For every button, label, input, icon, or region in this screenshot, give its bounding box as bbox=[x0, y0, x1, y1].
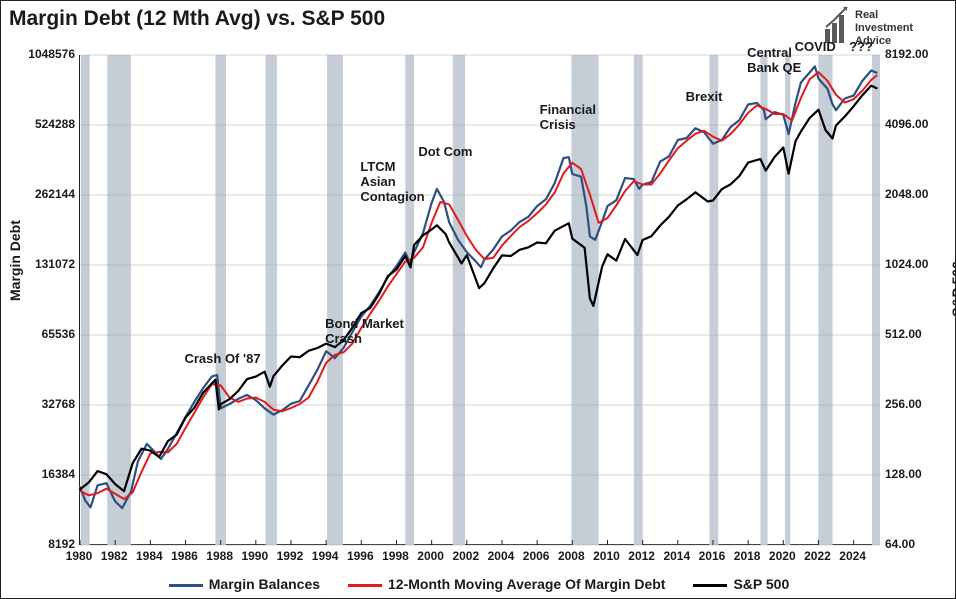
annotation: Crash Of '87 bbox=[184, 352, 260, 367]
annotation: Bond Market Crash bbox=[325, 317, 404, 347]
legend: Margin Balances 12-Month Moving Average … bbox=[79, 572, 879, 596]
x-tick: 2014 bbox=[662, 549, 692, 563]
annotation: Central Bank QE bbox=[747, 46, 801, 76]
x-tick: 2022 bbox=[802, 549, 832, 563]
x-tick: 2006 bbox=[521, 549, 551, 563]
y-tick-left: 262144 bbox=[15, 187, 75, 201]
y-tick-right: 2048.00 bbox=[885, 187, 945, 201]
y-tick-right: 1024.00 bbox=[885, 257, 945, 271]
x-tick: 1994 bbox=[310, 549, 340, 563]
x-tick: 2010 bbox=[591, 549, 621, 563]
annotation: ??? bbox=[849, 40, 873, 55]
y-tick-left: 16384 bbox=[15, 467, 75, 481]
brand-logo: Real Investment Advice bbox=[823, 5, 943, 51]
y-tick-right: 8192.00 bbox=[885, 47, 945, 61]
x-tick: 2000 bbox=[416, 549, 446, 563]
annotation: LTCM Asian Contagion bbox=[360, 160, 424, 205]
legend-item-margin-balances: Margin Balances bbox=[169, 576, 320, 592]
x-tick: 2008 bbox=[556, 549, 586, 563]
y-tick-left: 1048576 bbox=[15, 47, 75, 61]
x-tick: 2012 bbox=[627, 549, 657, 563]
y-tick-left: 65536 bbox=[15, 327, 75, 341]
plot-area bbox=[79, 55, 879, 545]
x-tick: 1982 bbox=[99, 549, 129, 563]
x-tick: 2004 bbox=[486, 549, 516, 563]
y-tick-right: 4096.00 bbox=[885, 117, 945, 131]
y-tick-right: 512.00 bbox=[885, 327, 945, 341]
y-tick-right: 64.00 bbox=[885, 537, 945, 551]
x-tick: 2024 bbox=[838, 549, 868, 563]
y-tick-left: 131072 bbox=[15, 257, 75, 271]
legend-item-sp500: S&P 500 bbox=[693, 576, 789, 592]
x-tick: 2002 bbox=[451, 549, 481, 563]
annotation: COVID bbox=[795, 40, 836, 55]
y-tick-left: 32768 bbox=[15, 397, 75, 411]
x-tick: 1990 bbox=[240, 549, 270, 563]
x-tick: 2020 bbox=[767, 549, 797, 563]
x-tick: 1986 bbox=[169, 549, 199, 563]
chart-frame: Margin Debt (12 Mth Avg) vs. S&P 500 Rea… bbox=[0, 0, 956, 599]
annotation: Dot Com bbox=[418, 145, 472, 160]
x-tick: 1984 bbox=[134, 549, 164, 563]
legend-item-margin-12m: 12-Month Moving Average Of Margin Debt bbox=[348, 576, 665, 592]
x-tick: 1992 bbox=[275, 549, 305, 563]
x-tick: 1988 bbox=[205, 549, 235, 563]
x-tick: 1996 bbox=[345, 549, 375, 563]
chart-title: Margin Debt (12 Mth Avg) vs. S&P 500 bbox=[9, 7, 385, 31]
x-tick: 1980 bbox=[64, 549, 94, 563]
y-axis-right-label: S&P 500 bbox=[949, 261, 956, 317]
x-tick: 2018 bbox=[732, 549, 762, 563]
x-tick: 1998 bbox=[380, 549, 410, 563]
svg-text:Investment: Investment bbox=[855, 22, 913, 34]
annotation: Brexit bbox=[686, 90, 723, 105]
x-tick: 2016 bbox=[697, 549, 727, 563]
y-tick-left: 524288 bbox=[15, 117, 75, 131]
y-tick-right: 256.00 bbox=[885, 397, 945, 411]
annotation: Financial Crisis bbox=[540, 103, 596, 133]
svg-text:Real: Real bbox=[855, 9, 878, 21]
y-tick-right: 128.00 bbox=[885, 467, 945, 481]
